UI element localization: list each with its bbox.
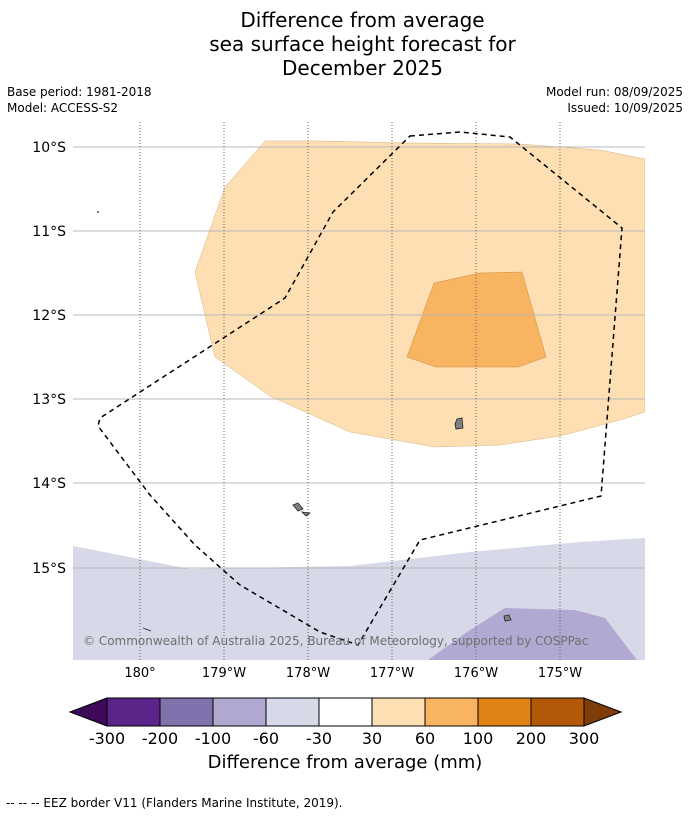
colorbar-bin (265, 697, 320, 727)
lon-label: 177°W (370, 666, 414, 681)
colorbar (68, 697, 623, 727)
island-south (503, 614, 512, 622)
anomaly-region-neg100-neg60 (428, 608, 637, 660)
lat-label: 13°S (32, 392, 66, 408)
island-reef (142, 627, 152, 632)
colorbar-tick-label: -300 (89, 729, 125, 748)
colorbar-tick-labels: -300 -200 -100 -60 -30 30 60 100 200 300 (89, 729, 599, 748)
longitude-labels: 180° 179°W 178°W 177°W 176°W 175°W (124, 666, 582, 681)
eez-legend-note: -- -- -- EEZ border V11 (Flanders Marine… (6, 796, 343, 810)
chart-title: Difference from average sea surface heig… (0, 8, 690, 80)
map-area: © Commonwealth of Australia 2025, Bureau… (73, 122, 645, 660)
meta-left: Base period: 1981-2018 Model: ACCESS-S2 (7, 84, 152, 116)
colorbar-extend-high (583, 697, 623, 727)
islands (97, 211, 512, 632)
title-line-3: December 2025 (282, 56, 443, 80)
model-run: Model run: 08/09/2025 (545, 85, 683, 99)
island-dot (97, 211, 99, 213)
island-alofi (300, 511, 312, 517)
colorbar-tick-label: -200 (142, 729, 178, 748)
colorbar-bin (212, 697, 267, 727)
anomaly-region-30-60 (194, 140, 645, 448)
latitude-labels: 10°S 11°S 12°S 13°S 14°S 15°S (32, 140, 66, 577)
colorbar-bin (530, 697, 585, 727)
lon-label: 176°W (454, 666, 498, 681)
colorbar-tick-label: 60 (415, 729, 435, 748)
colorbar-tick-label: -100 (195, 729, 231, 748)
lon-label: 180° (124, 666, 155, 681)
colorbar-bin (477, 697, 532, 727)
latitude-gridlines (73, 146, 645, 569)
model-name: Model: ACCESS-S2 (7, 101, 119, 115)
colorbar-tick-label: -30 (306, 729, 332, 748)
title-line-2: sea surface height forecast for (209, 32, 516, 56)
title-line-1: Difference from average (240, 8, 485, 32)
colorbar-tick-label: 100 (463, 729, 494, 748)
lat-label: 15°S (32, 561, 66, 577)
colorbar-tick-label: 300 (569, 729, 600, 748)
island-wallis (454, 417, 464, 430)
lat-label: 10°S (32, 140, 66, 156)
eez-border (97, 131, 623, 646)
colorbar-bin (318, 697, 373, 727)
colorbar-tick-label: 30 (362, 729, 382, 748)
lat-label: 12°S (32, 308, 66, 324)
colorbar-extend-low (68, 697, 108, 727)
colorbar-tick-label: 200 (516, 729, 547, 748)
lat-label: 14°S (32, 476, 66, 492)
island-futuna (292, 502, 304, 512)
colorbar-bin (159, 697, 214, 727)
anomaly-region-60-100 (406, 271, 547, 368)
copyright-text: © Commonwealth of Australia 2025, Bureau… (83, 634, 588, 648)
lon-label: 178°W (286, 666, 330, 681)
lat-label: 11°S (32, 224, 66, 240)
colorbar-bin (371, 697, 426, 727)
colorbar-bin (106, 697, 161, 727)
colorbar-title: Difference from average (mm) (207, 752, 483, 773)
base-period: Base period: 1981-2018 (7, 85, 152, 99)
meta-right: Model run: 08/09/2025 Issued: 10/09/2025 (546, 84, 683, 116)
lon-label: 179°W (202, 666, 246, 681)
issued-date: Issued: 10/09/2025 (567, 101, 683, 115)
colorbar-tick-label: -60 (253, 729, 279, 748)
lon-label: 175°W (538, 666, 582, 681)
colorbar-bin (424, 697, 479, 727)
